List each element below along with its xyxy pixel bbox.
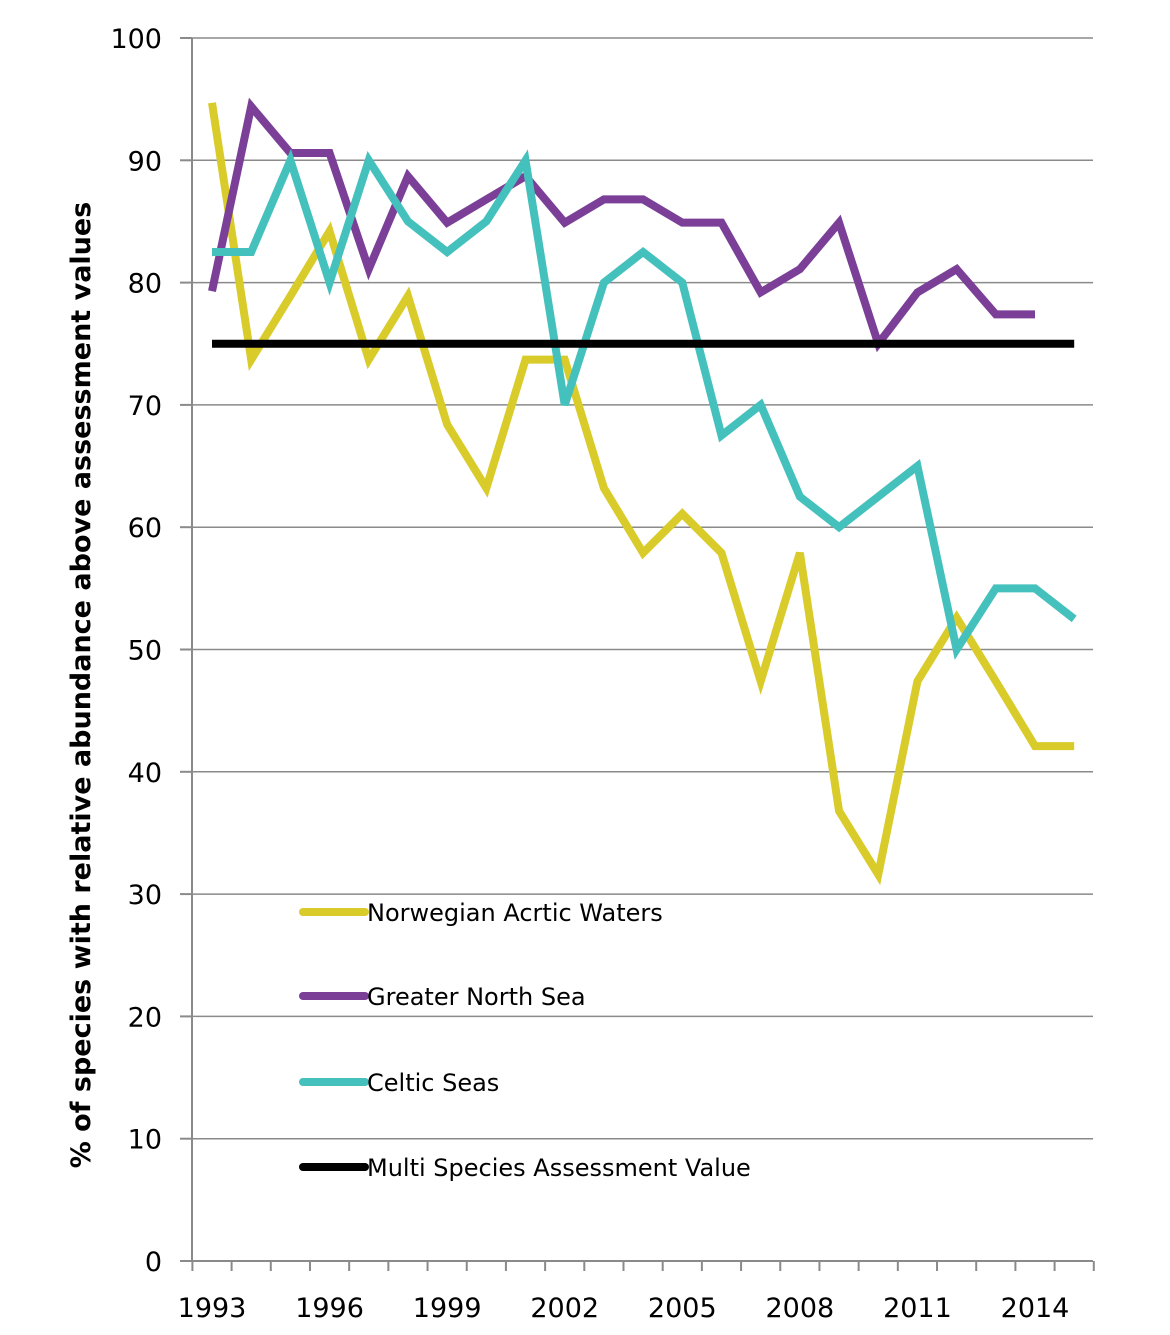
- x-tick-label: 2011: [883, 1293, 952, 1324]
- legend-label: Celtic Seas: [367, 1069, 499, 1097]
- axes: [180, 37, 1095, 1271]
- y-tick-labels: 0 10 20 30 40 50 60 70 80 90 100: [110, 24, 162, 1278]
- x-tick-label: 1993: [178, 1293, 247, 1324]
- y-tick-label: 70: [128, 391, 162, 422]
- y-tick-label: 90: [128, 146, 162, 177]
- y-tick-label: 80: [128, 269, 162, 300]
- series-line-2: [208, 97, 1035, 353]
- series-line-1: [208, 102, 1075, 886]
- y-tick-label: 40: [128, 758, 162, 789]
- x-tick-label: 1996: [295, 1293, 364, 1324]
- y-tick-label: 10: [128, 1125, 162, 1156]
- y-tick-label: 20: [128, 1002, 162, 1033]
- gridlines: [192, 37, 1093, 1140]
- x-tick-labels: 1993 1996 1999 2002 2005 2008 2011 2014: [178, 1293, 1070, 1324]
- y-tick-label: 0: [145, 1247, 162, 1278]
- series-lines: [208, 97, 1077, 886]
- y-tick-label: 60: [128, 513, 162, 544]
- y-tick-label: 100: [110, 24, 162, 55]
- legend-label: Multi Species Assessment Value: [367, 1154, 751, 1182]
- x-tick-label: 2002: [530, 1293, 599, 1324]
- x-tick-label: 1999: [413, 1293, 482, 1324]
- x-tick-label: 2008: [765, 1293, 834, 1324]
- y-tick-label: 30: [128, 880, 162, 911]
- legend-label: Greater North Sea: [367, 983, 586, 1011]
- y-axis-label: % of species with relative abundance abo…: [66, 202, 97, 1169]
- legend-label: Norwegian Acrtic Waters: [367, 899, 663, 927]
- y-tick-label: 50: [128, 636, 162, 667]
- x-tick-label: 2014: [1001, 1293, 1070, 1324]
- x-tick-label: 2005: [648, 1293, 717, 1324]
- series-line-3: [212, 148, 1077, 660]
- legend: Norwegian Acrtic Waters Greater North Sea…: [299, 899, 751, 1182]
